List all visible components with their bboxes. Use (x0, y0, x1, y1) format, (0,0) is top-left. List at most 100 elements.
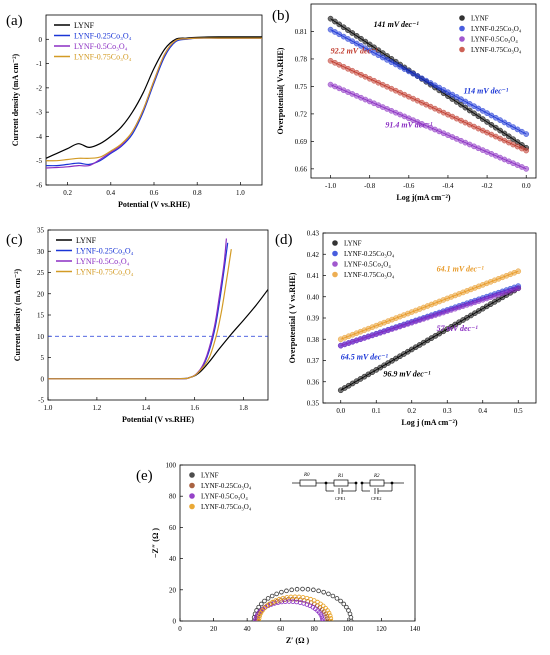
y-tick-label: 0.39 (307, 315, 320, 323)
y-tick-label: 60 (169, 524, 177, 532)
x-tick-label: 1.8 (239, 404, 248, 412)
y-tick-label: 0 (39, 36, 43, 44)
x-tick-label: 0.8 (193, 189, 202, 197)
y-tick-label: 0.75 (295, 83, 308, 91)
legend-swatch (189, 472, 195, 478)
data-point (262, 598, 267, 604)
y-tick-label: -1 (36, 60, 42, 68)
circuit-label: R1 (337, 474, 344, 479)
fit-line (340, 287, 519, 347)
y-tick-label: -4 (36, 133, 42, 141)
x-axis-label: Z′ (Ω ) (286, 636, 310, 645)
legend-swatch (459, 15, 465, 21)
y-tick-label: -6 (36, 182, 42, 190)
y-tick-label: 30 (37, 248, 45, 256)
slope-annotation: 64.1 mV dec⁻¹ (437, 264, 485, 273)
data-point (330, 593, 336, 599)
y-tick-label: 0.37 (307, 357, 320, 365)
y-tick-label: 0.69 (295, 138, 308, 146)
y-tick-label: 25 (37, 269, 45, 277)
data-point (290, 599, 296, 604)
x-tick-label: 80 (311, 625, 319, 633)
x-tick-label: 1.4 (141, 404, 150, 412)
circuit-label: CPE2 (371, 496, 382, 501)
y-tick-label: 0.41 (307, 272, 320, 280)
data-point (319, 614, 325, 619)
series-line (48, 242, 229, 380)
data-point (256, 604, 261, 610)
data-point (256, 615, 262, 621)
y-tick-label: 10 (37, 333, 45, 341)
y-tick-label: 5 (41, 354, 45, 362)
x-tick-label: 0.5 (514, 407, 523, 415)
y-tick-label: 0.42 (307, 251, 320, 259)
fit-line (330, 84, 527, 170)
slope-annotation: 96.9 mV dec⁻¹ (383, 369, 431, 378)
x-tick-label: 60 (277, 625, 285, 633)
data-point (269, 593, 275, 599)
x-axis-label: Log j (mA cm⁻²) (401, 418, 458, 427)
y-axis-label: −Z″ (Ω ) (151, 528, 160, 558)
panel-label: (c) (6, 232, 23, 248)
data-point (259, 601, 264, 607)
data-point (326, 610, 332, 616)
data-point (253, 618, 258, 621)
legend-swatch (459, 36, 465, 42)
x-tick-label: 20 (210, 625, 218, 633)
x-tick-label: -1.0 (325, 182, 337, 190)
panel-2: (c) 1.0 1.2 1.4 1.6 1.8 -5 0 5 10 15 20 25 30 35 Potent… (6, 227, 269, 424)
fit-line (330, 29, 527, 135)
x-tick-label: 0.2 (407, 407, 416, 415)
slope-annotation: 114 mV dec⁻¹ (464, 87, 509, 96)
x-tick-label: -0.6 (403, 182, 415, 190)
y-tick-label: 0.43 (307, 230, 320, 238)
x-tick-label: 0.0 (336, 407, 345, 415)
legend: LYNF LYNF-0.25Co₃O₄ LYNF-0.5Co₃O₄ LYNF-0.75… (332, 240, 395, 279)
plot-area (46, 36, 262, 169)
plot-area (327, 15, 530, 172)
x-tick-label: 0.2 (63, 189, 72, 197)
y-tick-label: 40 (169, 555, 177, 563)
legend-swatch (189, 493, 195, 499)
legend: LYNF LYNF-0.25Co₃O₄ LYNF-0.5Co₃O₄ LYNF-0.75… (459, 15, 522, 54)
panel-0: (a) 0.2 0.4 0.6 0.8 1.0 -6 -5 -4 -3 -2 -1 0 Potential… (6, 13, 263, 209)
data-point (311, 587, 316, 593)
y-tick-label: 0 (173, 618, 177, 626)
data-point (328, 615, 334, 621)
y-tick-label: 0.38 (307, 336, 320, 344)
x-tick-label: 0.4 (478, 407, 487, 415)
y-tick-label: 0.40 (307, 293, 320, 301)
data-point (326, 591, 331, 597)
data-point (305, 586, 311, 592)
x-tick-label: 1.0 (236, 189, 245, 197)
series-line (48, 249, 232, 380)
legend-label: LYNF (471, 15, 489, 23)
legend-swatch (332, 250, 338, 257)
x-tick-label: 1.2 (93, 404, 102, 412)
series-line (46, 37, 262, 162)
x-tick-label: -0.4 (442, 182, 454, 190)
x-tick-label: 0.0 (522, 182, 531, 190)
equivalent-circuit: R0 R1 CPE1 R2 CPE2 (292, 473, 404, 501)
legend-label: LYNF-0.75Co₃O₄ (344, 271, 395, 279)
legend-swatch (332, 261, 338, 267)
data-point (341, 601, 347, 607)
legend-swatch (189, 503, 195, 510)
legend-label: LYNF (201, 472, 219, 480)
data-point (338, 598, 343, 604)
data-point (289, 587, 295, 593)
y-tick-label: 80 (169, 493, 177, 501)
data-point (257, 613, 263, 618)
y-tick-label: -5 (38, 397, 44, 405)
data-point (324, 613, 330, 619)
y-axis-label: Overpotential( Vvs.RHE) (276, 47, 285, 134)
data-point (320, 618, 325, 621)
panel-label: (e) (136, 468, 153, 484)
x-tick-label: 1.6 (190, 404, 199, 412)
legend-label: LYNF-0.25Co₃O₄ (344, 250, 395, 258)
data-point (316, 588, 321, 594)
slope-annotation: 91.4 mV dec⁻¹ (385, 121, 433, 130)
x-tick-label: -0.2 (482, 182, 494, 190)
legend-label: LYNF-0.75Co₃O₄ (201, 503, 252, 511)
